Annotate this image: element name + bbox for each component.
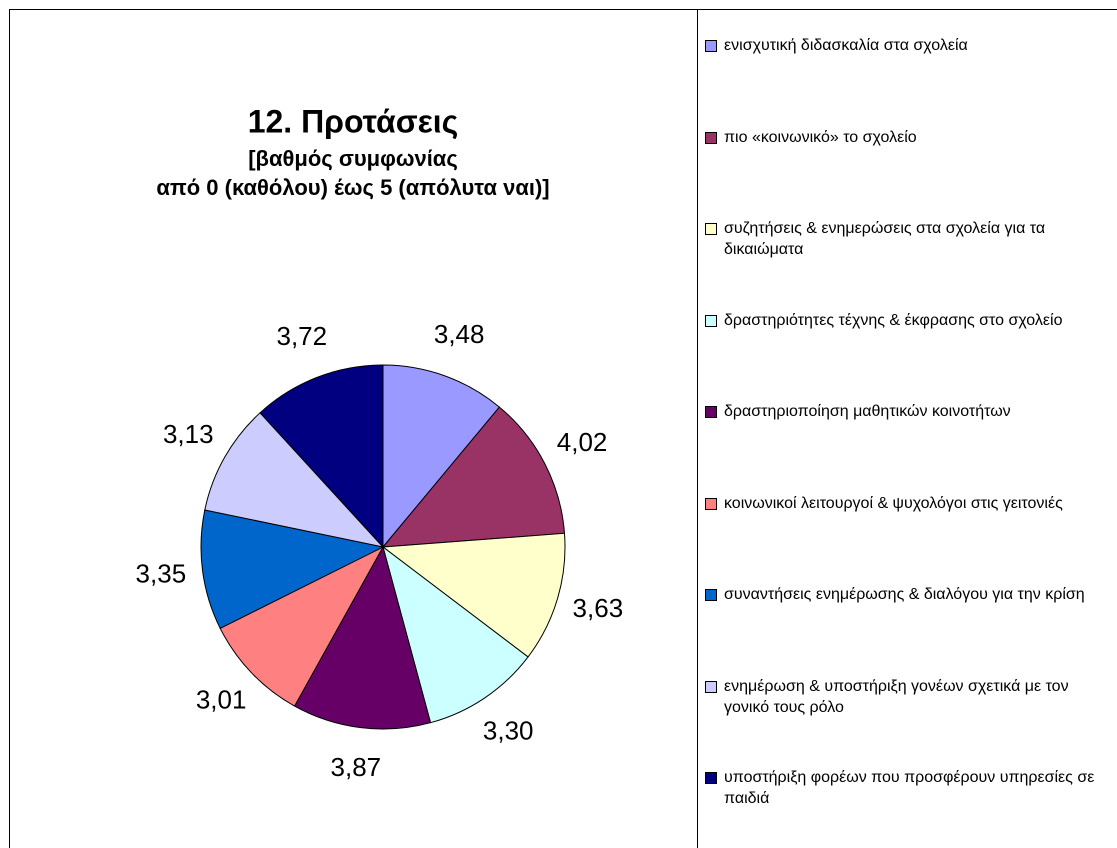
legend-item: συζητήσεις & ενημερώσεις στα σχολεία για… xyxy=(705,218,1110,260)
legend-label: ενημέρωση & υποστήριξη γονέων σχετικά με… xyxy=(724,677,1069,716)
pie-slice xyxy=(219,545,385,707)
legend-item: συναντήσεις ενημέρωσης & διαλόγου για τη… xyxy=(705,584,1110,605)
pie-slice xyxy=(381,406,566,548)
pie-slice xyxy=(382,364,501,549)
legend-item: δραστηριοποίηση μαθητικών κοινοτήτων xyxy=(705,401,1110,422)
legend-item: πιο «κοινωνικό» το σχολείο xyxy=(705,127,1110,148)
legend-item: υποστήριξη φορέων που προσφέρουν υπηρεσί… xyxy=(705,767,1110,809)
data-label: 3,30 xyxy=(483,716,534,746)
legend-label: κοινωνικοί λειτουργοί & ψυχολόγοι στις γ… xyxy=(724,494,1063,512)
data-label: 3,01 xyxy=(196,685,247,715)
pie-slice xyxy=(259,364,384,549)
data-label: 3,87 xyxy=(331,752,382,782)
chart-frame xyxy=(9,9,1117,848)
legend-item: ενημέρωση & υποστήριξη γονέων σχετικά με… xyxy=(705,676,1110,718)
legend-item: ενισχυτική διδασκαλία στα σχολεία xyxy=(705,35,1110,56)
legend-swatch xyxy=(705,40,717,52)
legend-swatch xyxy=(705,131,717,144)
legend-label: δραστηριοποίηση μαθητικών κοινοτήτων xyxy=(724,403,1011,420)
legend-swatch xyxy=(705,314,717,327)
legend-label: συναντήσεις ενημέρωσης & διαλόγου για τη… xyxy=(724,586,1085,603)
data-label: 3,72 xyxy=(277,321,328,351)
pie-slice xyxy=(204,412,385,548)
chart-subtitle: από 0 (καθόλου) έως 5 (απόλυτα ναι)] xyxy=(156,175,549,200)
legend-swatch xyxy=(705,680,717,693)
legend-label: πιο «κοινωνικό» το σχολείο xyxy=(724,128,917,146)
legend-swatch xyxy=(705,406,717,418)
legend-label: ενισχυτική διδασκαλία στα σχολεία xyxy=(724,37,968,54)
legend-label: συζητήσεις & ενημερώσεις στα σχολεία για… xyxy=(724,220,1046,258)
pie-slice xyxy=(381,532,566,658)
legend-swatch xyxy=(705,772,717,784)
pie-slice xyxy=(382,545,529,724)
legend-swatch xyxy=(705,223,717,235)
legend-item: δραστηριότητες τέχνης & έκφρασης στο σχο… xyxy=(705,310,1110,331)
data-label: 3,63 xyxy=(573,593,624,623)
legend-item: κοινωνικοί λειτουργοί & ψυχολόγοι στις γ… xyxy=(705,493,1110,514)
legend-swatch xyxy=(705,589,717,601)
data-label: 3,48 xyxy=(434,319,485,349)
data-label: 3,35 xyxy=(136,559,187,589)
pie-slice xyxy=(200,509,385,629)
legend-label: υποστήριξη φορέων που προσφέρουν υπηρεσί… xyxy=(724,769,1095,807)
data-label: 4,02 xyxy=(557,427,608,457)
pie-slice xyxy=(293,545,432,730)
chart-title: 12. Προτάσεις xyxy=(248,103,459,139)
chart-subtitle: [βαθμός συμφωνίας xyxy=(248,146,458,171)
legend-swatch xyxy=(705,497,717,510)
legend-label: δραστηριότητες τέχνης & έκφρασης στο σχο… xyxy=(724,311,1063,329)
data-label: 3,13 xyxy=(163,419,214,449)
